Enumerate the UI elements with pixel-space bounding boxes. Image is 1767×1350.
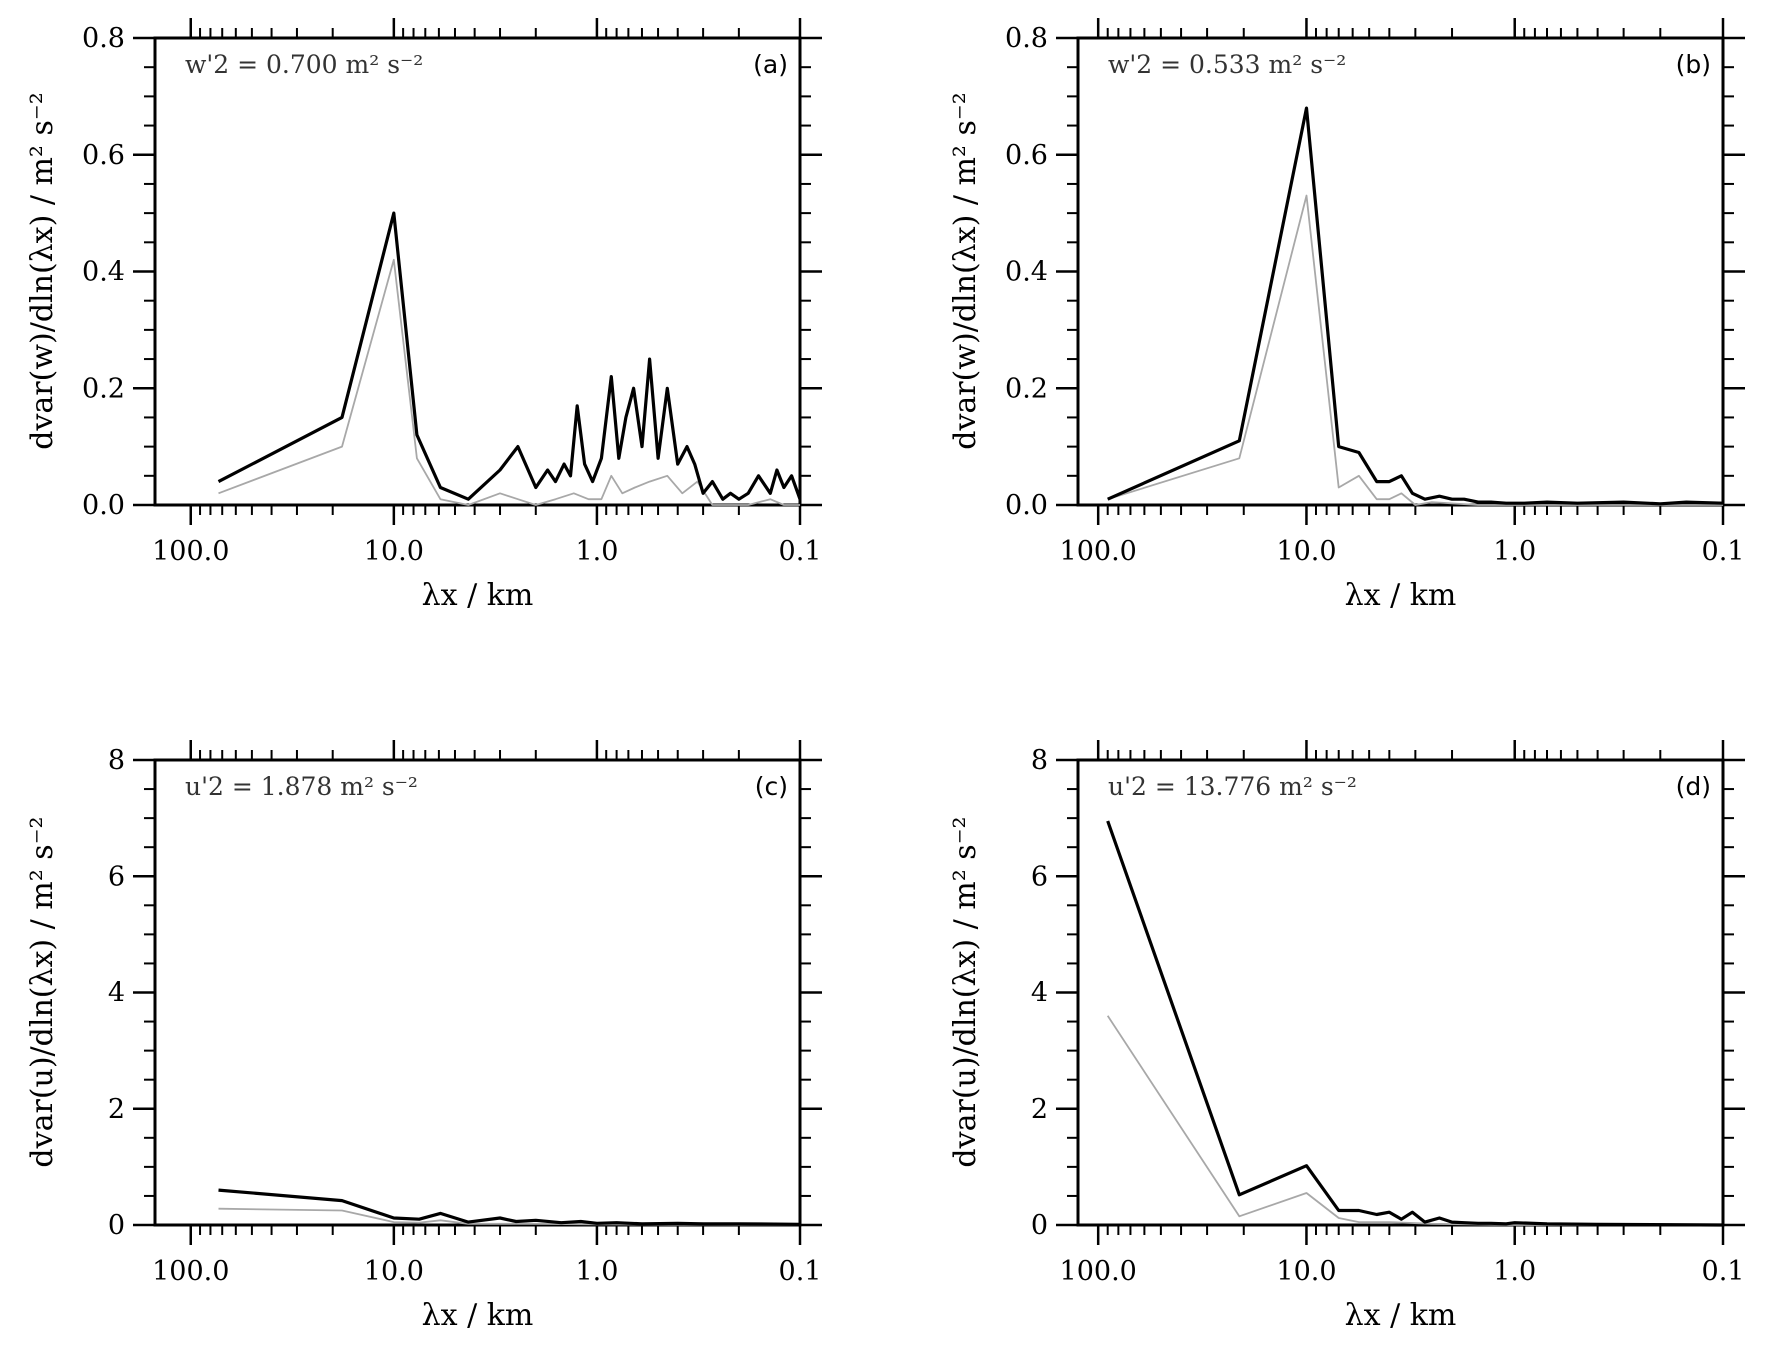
panel-frame: [1076, 758, 1725, 1227]
x-axis-title: λx / km: [1345, 1298, 1457, 1333]
plot-frame: [153, 36, 802, 507]
y-tick-label: 0.4: [82, 257, 125, 288]
y-tick-label: 0.0: [1005, 490, 1048, 521]
panel-frame: [153, 758, 802, 1227]
x-tick-label: 1.0: [575, 1256, 618, 1287]
y-axis-title: dvar(w)/dln(λx) / m² s⁻²: [948, 92, 983, 449]
plot-frame: [1076, 758, 1725, 1227]
y-tick-label: 6: [108, 861, 125, 892]
y-tick-label: 0.6: [1005, 140, 1048, 171]
series-group: [218, 1188, 801, 1226]
y-axis-ticks: 0.0 0.2 0.4 0.6 0.8: [1005, 23, 1745, 521]
x-axis-title: λx / km: [422, 578, 534, 613]
series-line-black: [1106, 820, 1724, 1227]
y-axis-title: dvar(w)/dln(λx) / m² s⁻²: [25, 92, 60, 449]
y-tick-label: 0.8: [82, 23, 125, 54]
plot-frame: [1076, 36, 1725, 507]
y-tick-label: 0.6: [82, 140, 125, 171]
inset-variance-label: u'2 = 1.878 m² s⁻²: [185, 772, 418, 801]
y-axis-ticks: 0 2 4 6 8: [108, 745, 822, 1241]
panel-frame: [153, 36, 802, 507]
y-tick-label: 8: [108, 745, 125, 776]
series-line-black: [218, 1188, 801, 1226]
y-axis-title: dvar(u)/dln(λx) / m² s⁻²: [948, 816, 983, 1167]
x-tick-label: 0.1: [779, 1256, 822, 1287]
panel-tag: (d): [1676, 772, 1711, 801]
x-tick-label: 0.1: [1702, 536, 1745, 567]
x-tick-label: 100.0: [152, 1256, 229, 1287]
y-tick-label: 0: [1031, 1210, 1048, 1241]
inset-variance-label: w'2 = 0.533 m² s⁻²: [1108, 50, 1346, 79]
y-tick-label: 0: [108, 1210, 125, 1241]
plot-frame: [153, 758, 802, 1227]
inset-variance-label: w'2 = 0.700 m² s⁻²: [185, 50, 423, 79]
x-axis-ticks: 100.0 10.0 1.0 0.1: [152, 18, 821, 567]
x-tick-label: 1.0: [575, 536, 618, 567]
x-tick-label: 10.0: [364, 1256, 424, 1287]
y-tick-label: 0.2: [82, 373, 125, 404]
x-tick-label: 100.0: [1060, 536, 1137, 567]
panel-frame: [1076, 36, 1725, 507]
y-tick-label: 6: [1031, 861, 1048, 892]
y-tick-label: 0.0: [82, 490, 125, 521]
x-tick-label: 10.0: [1276, 536, 1336, 567]
x-axis-ticks: 100.0 10.0 1.0 0.1: [152, 740, 821, 1287]
y-tick-label: 2: [1031, 1094, 1048, 1125]
series-line-grey: [218, 258, 800, 506]
y-tick-label: 2: [108, 1094, 125, 1125]
y-tick-label: 8: [1031, 745, 1048, 776]
x-tick-label: 1.0: [1493, 1256, 1536, 1287]
series-group: [1107, 106, 1724, 506]
series-group: [1106, 820, 1724, 1227]
series-line-grey: [1106, 1015, 1723, 1226]
panel-tag: (c): [755, 772, 788, 801]
x-axis-title: λx / km: [422, 1298, 534, 1333]
inset-variance-label: u'2 = 13.776 m² s⁻²: [1108, 772, 1357, 801]
series-group: [217, 211, 802, 506]
series-line-black: [1107, 106, 1724, 506]
y-axis-ticks: 0 2 4 6 8: [1031, 745, 1745, 1241]
y-axis-title: dvar(u)/dln(λx) / m² s⁻²: [25, 816, 60, 1167]
y-tick-label: 4: [1031, 978, 1048, 1009]
x-tick-label: 100.0: [1060, 1256, 1137, 1287]
series-line-grey: [1107, 194, 1723, 506]
x-tick-label: 0.1: [779, 536, 822, 567]
x-tick-label: 0.1: [1702, 1256, 1745, 1287]
panel-a: 0.0 0.2 0.4 0.6 0.8 100.0 10.0 1.0 0.1 w'2 = 0.…: [25, 18, 822, 613]
series-line-black: [217, 211, 802, 501]
panel-d: 0 2 4 6 8 100.0 10.0 1.0 0.1 u'2 = 13.776 m² s⁻…: [948, 740, 1745, 1333]
y-tick-label: 0.2: [1005, 373, 1048, 404]
panel-c: 0 2 4 6 8 100.0 10.0 1.0 0.1 u'2 = 1.878 m² s⁻²…: [25, 740, 822, 1333]
y-tick-label: 0.4: [1005, 257, 1048, 288]
x-axis-ticks: 100.0 10.0 1.0 0.1: [1060, 18, 1745, 567]
x-tick-label: 10.0: [364, 536, 424, 567]
y-tick-label: 0.8: [1005, 23, 1048, 54]
x-tick-label: 10.0: [1276, 1256, 1336, 1287]
x-tick-label: 100.0: [152, 536, 229, 567]
y-tick-label: 4: [108, 978, 125, 1009]
panel-tag: (a): [753, 50, 788, 79]
panel-tag: (b): [1676, 50, 1711, 79]
x-axis-ticks: 100.0 10.0 1.0 0.1: [1060, 740, 1745, 1287]
panel-b: 0.0 0.2 0.4 0.6 0.8 100.0 10.0 1.0 0.1 w'2 = 0.…: [948, 18, 1745, 613]
x-axis-title: λx / km: [1345, 578, 1457, 613]
y-axis-ticks: 0.0 0.2 0.4 0.6 0.8: [82, 23, 822, 521]
series-line-grey: [218, 1207, 801, 1226]
x-tick-label: 1.0: [1493, 536, 1536, 567]
